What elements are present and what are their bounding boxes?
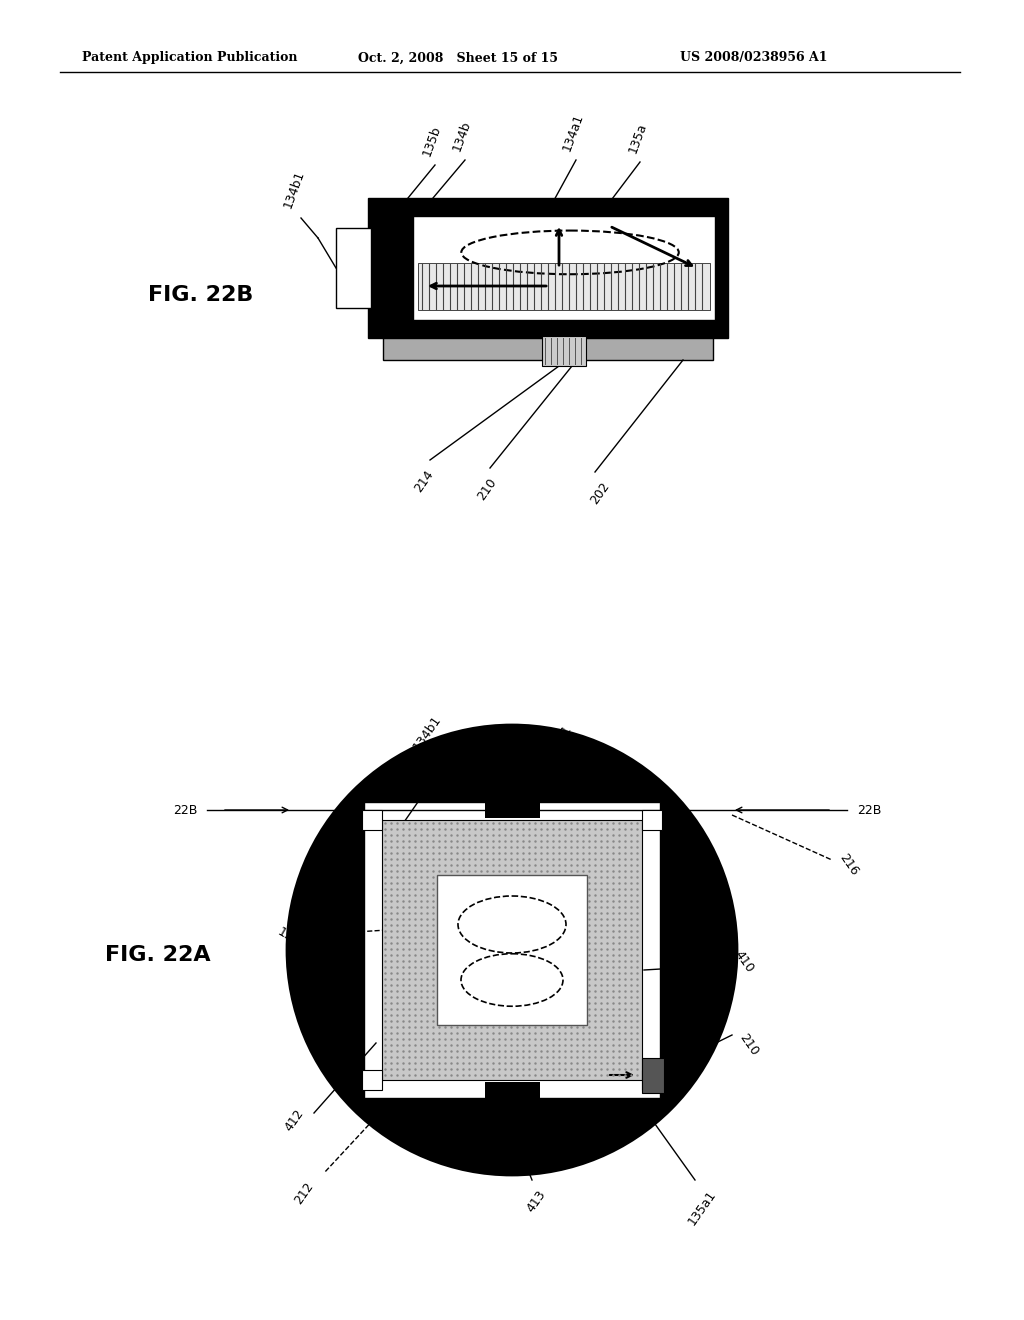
- Bar: [642, 1059, 664, 1093]
- Text: FIG. 22A: FIG. 22A: [105, 945, 211, 965]
- Text: 134a1: 134a1: [560, 112, 586, 153]
- Text: 210: 210: [737, 1031, 761, 1059]
- Ellipse shape: [287, 725, 737, 1175]
- Bar: [642, 810, 662, 830]
- Text: 134: 134: [275, 925, 302, 949]
- Text: 411: 411: [550, 723, 574, 750]
- Bar: [413, 216, 715, 319]
- Text: 134b: 134b: [451, 119, 473, 153]
- Bar: [437, 875, 587, 1026]
- Bar: [382, 820, 642, 1080]
- Bar: [485, 1082, 540, 1100]
- Text: 412: 412: [282, 1106, 306, 1134]
- Bar: [485, 800, 540, 818]
- Text: Oct. 2, 2008   Sheet 15 of 15: Oct. 2, 2008 Sheet 15 of 15: [358, 51, 558, 65]
- Text: 134b1: 134b1: [411, 713, 444, 752]
- Text: 212: 212: [292, 1180, 316, 1206]
- Text: 202: 202: [588, 480, 612, 507]
- Text: 135b: 135b: [421, 124, 443, 158]
- Text: 135a: 135a: [627, 121, 649, 154]
- Text: 210: 210: [475, 477, 499, 503]
- Text: 22B: 22B: [857, 804, 882, 817]
- Bar: [362, 810, 382, 830]
- Text: 413: 413: [524, 1188, 548, 1214]
- Bar: [364, 803, 660, 1098]
- Text: 22B: 22B: [173, 804, 197, 817]
- Bar: [362, 1071, 382, 1090]
- Text: 134b1: 134b1: [282, 169, 307, 210]
- Text: 410: 410: [732, 949, 757, 975]
- Bar: [336, 228, 371, 308]
- Text: Patent Application Publication: Patent Application Publication: [82, 51, 298, 65]
- Bar: [418, 263, 710, 310]
- Bar: [383, 338, 713, 360]
- Bar: [368, 198, 728, 338]
- Text: 214: 214: [412, 469, 436, 495]
- Text: US 2008/0238956 A1: US 2008/0238956 A1: [680, 51, 827, 65]
- Text: 216: 216: [837, 851, 861, 878]
- Text: FIG. 22B: FIG. 22B: [148, 285, 253, 305]
- Bar: [542, 337, 586, 366]
- Text: 135a1: 135a1: [685, 1188, 719, 1228]
- Bar: [642, 1071, 662, 1090]
